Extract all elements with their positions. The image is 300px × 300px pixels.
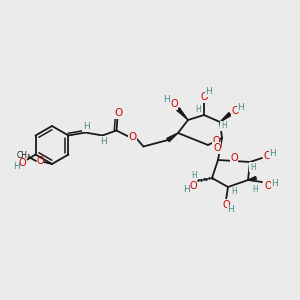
Text: H: H (252, 184, 258, 194)
Polygon shape (177, 108, 188, 120)
Polygon shape (220, 112, 231, 122)
Text: H: H (195, 104, 201, 113)
Text: H: H (231, 188, 237, 196)
Text: H: H (250, 163, 256, 172)
Text: H: H (13, 162, 20, 171)
Text: H: H (238, 103, 244, 112)
Text: O: O (128, 133, 136, 142)
Text: H: H (270, 148, 276, 158)
Text: O: O (114, 109, 123, 118)
Polygon shape (248, 176, 256, 180)
Text: O: O (231, 106, 239, 116)
Text: O: O (170, 99, 178, 109)
Text: H: H (183, 185, 189, 194)
Text: O: O (189, 181, 197, 191)
Text: O: O (264, 181, 272, 191)
Text: O: O (212, 136, 220, 146)
Text: H: H (191, 170, 197, 179)
Text: O: O (263, 151, 271, 161)
Text: CH₃: CH₃ (17, 151, 31, 160)
Text: O: O (230, 153, 238, 163)
Text: O: O (213, 143, 221, 153)
Polygon shape (167, 133, 178, 142)
Text: H: H (100, 137, 107, 146)
Text: O: O (222, 200, 230, 210)
Text: H: H (206, 88, 212, 97)
Text: O: O (36, 156, 44, 166)
Text: H: H (228, 206, 234, 214)
Text: H: H (164, 95, 170, 104)
Text: H: H (272, 178, 278, 188)
Text: H: H (83, 122, 90, 131)
Text: H: H (221, 122, 227, 130)
Text: O: O (200, 92, 208, 102)
Text: O: O (19, 158, 26, 167)
